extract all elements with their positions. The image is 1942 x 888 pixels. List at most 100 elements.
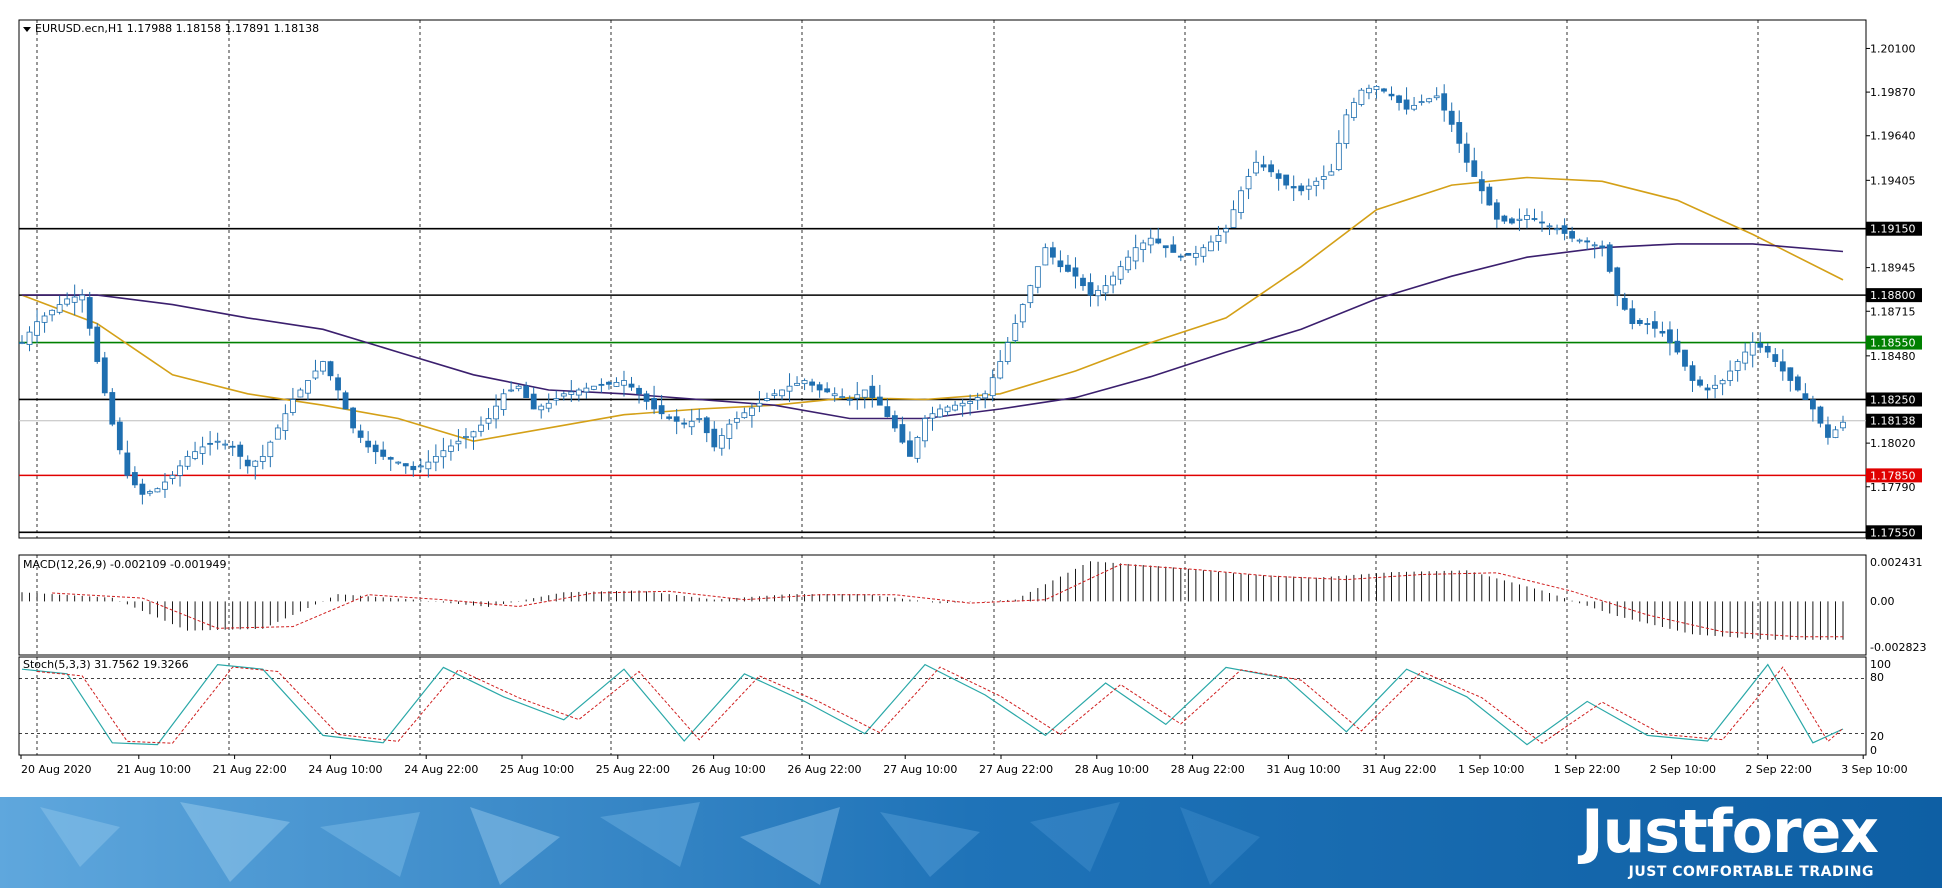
price-tick-label: 1.19870 (1870, 86, 1916, 99)
candle-body (485, 418, 492, 424)
price-tick-label: 1.19640 (1870, 130, 1916, 143)
candle-body (741, 412, 748, 419)
chart-canvas[interactable]: EURUSD.ecn,H1 1.17988 1.18158 1.17891 1.… (0, 0, 1942, 797)
candle-body (1644, 323, 1651, 325)
symbol-line: EURUSD.ecn,H1 1.17988 1.18158 1.17891 1.… (35, 22, 319, 35)
candle-body (500, 393, 507, 410)
candle-body (1162, 245, 1169, 249)
time-tick-label: 26 Aug 10:00 (692, 763, 766, 776)
level-tag-label: 1.18800 (1870, 289, 1916, 302)
candle-body (1734, 361, 1741, 371)
price-tick-label: 1.19405 (1870, 174, 1916, 187)
candle-body (756, 402, 763, 407)
candle-body (1208, 241, 1214, 252)
candle-body (1275, 173, 1282, 179)
candle-body (854, 394, 861, 399)
candle-body (1283, 174, 1290, 186)
candle-body (1787, 367, 1794, 381)
candle-body (643, 393, 650, 402)
candle-body (320, 361, 326, 372)
macd-panel[interactable] (18, 554, 1867, 656)
candle-body (560, 393, 567, 397)
candle-body (1576, 239, 1583, 242)
level-tag (1866, 413, 1922, 428)
candle-body (1290, 186, 1297, 189)
candle-body (1230, 209, 1237, 228)
level-tag (1866, 525, 1922, 540)
level-tag (1866, 335, 1922, 350)
time-tick-label: 24 Aug 22:00 (404, 763, 478, 776)
candle-body (199, 446, 206, 454)
ma-fast-line (21, 176, 1844, 443)
candle-body (365, 440, 372, 448)
candle-body (470, 431, 477, 438)
candle-body (508, 389, 515, 392)
collapse-icon[interactable] (23, 27, 31, 32)
candle-body (1350, 102, 1357, 118)
level-tag (1866, 221, 1922, 236)
candle-body (1366, 87, 1372, 94)
candle-body (1117, 266, 1124, 280)
candle-body (1057, 260, 1064, 268)
candle-body (214, 440, 221, 443)
candle-body (1697, 379, 1703, 386)
candle-body (455, 440, 462, 445)
candle-body (1253, 161, 1259, 174)
candle-body (1817, 406, 1824, 424)
macd-axis-zero: 0.00 (1870, 595, 1895, 608)
candle-body (681, 422, 688, 425)
candle-body (1132, 247, 1139, 262)
candle-body (1343, 114, 1350, 144)
candle-body (598, 383, 605, 386)
candle-body (116, 421, 123, 451)
candle-body (1516, 218, 1523, 221)
time-tick-label: 25 Aug 22:00 (596, 763, 670, 776)
candle-body (162, 481, 168, 490)
candle-body (131, 472, 138, 486)
candle-body (839, 396, 846, 399)
candle-body (621, 380, 627, 386)
candle-body (884, 406, 891, 417)
candle-body (553, 398, 560, 401)
time-tick-label: 1 Sep 22:00 (1554, 763, 1620, 776)
candle-body (1019, 304, 1026, 323)
candle-body (1749, 342, 1756, 356)
candle-body (1674, 340, 1681, 353)
candle-body (417, 465, 424, 468)
price-tick-label: 1.18020 (1870, 437, 1916, 450)
candle-body (1478, 179, 1485, 192)
candle-body (831, 393, 838, 397)
candle-body (244, 459, 251, 467)
level-tag-label: 1.17850 (1870, 469, 1916, 482)
candle-body (1779, 361, 1786, 372)
candle-body (1320, 176, 1327, 180)
candle-body (124, 452, 131, 476)
candle-body (395, 461, 402, 464)
candle-body (1403, 99, 1410, 110)
candle-body (937, 408, 943, 418)
candle-body (1358, 89, 1365, 105)
candle-body (952, 404, 958, 411)
candle-body (914, 437, 921, 459)
level-tag-label: 1.18138 (1870, 415, 1916, 428)
candle-body (1042, 247, 1049, 266)
time-tick-label: 28 Aug 10:00 (1075, 763, 1149, 776)
price-panel[interactable] (18, 19, 1867, 539)
candle-body (1095, 289, 1101, 297)
candle-body (1170, 244, 1177, 253)
candle-body (530, 393, 537, 410)
candle-body (184, 456, 191, 467)
candle-body (1298, 185, 1305, 192)
candle-body (1192, 252, 1199, 258)
candle-body (673, 416, 680, 422)
candle-body (1215, 234, 1222, 242)
candle-body (327, 361, 334, 377)
candle-body (899, 424, 906, 443)
candle-body (305, 380, 311, 394)
candle-body (523, 385, 530, 398)
candle-body (252, 460, 259, 467)
candle-body (1441, 93, 1448, 111)
candle-body (147, 491, 153, 494)
candle-body (1727, 370, 1734, 381)
candle-body (1185, 252, 1192, 256)
